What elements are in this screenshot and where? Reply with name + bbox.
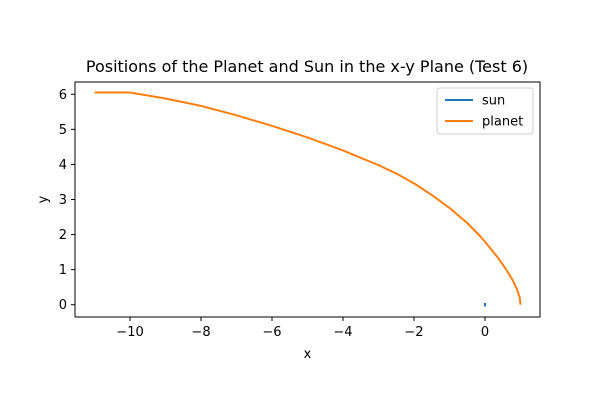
series-line-planet [94, 91, 522, 305]
x-tick-label: −2 [404, 325, 423, 340]
y-tick-label: 6 [59, 88, 67, 103]
y-axis: 0 1 2 3 4 5 6 [59, 88, 75, 313]
y-tick-label: 0 [59, 298, 67, 313]
y-tick-label: 1 [59, 263, 67, 278]
legend: sun planet [436, 87, 534, 135]
legend-label-planet: planet [482, 115, 523, 130]
x-tick-label: 0 [481, 325, 489, 340]
x-axis: −10 −8 −6 −4 −2 0 [116, 317, 489, 340]
y-axis-label: y [36, 195, 51, 203]
x-tick-label: −6 [262, 325, 281, 340]
y-tick-label: 3 [59, 193, 67, 208]
y-tick-label: 4 [59, 158, 67, 173]
y-tick-label: 5 [59, 123, 67, 138]
chart-title: Positions of the Planet and Sun in the x… [86, 57, 528, 76]
x-tick-label: −4 [333, 325, 352, 340]
legend-label-sun: sun [482, 94, 505, 109]
x-axis-label: x [304, 347, 312, 362]
x-tick-label: −10 [116, 325, 143, 340]
x-tick-label: −8 [191, 325, 210, 340]
y-tick-label: 2 [59, 228, 67, 243]
plot-area [94, 91, 522, 307]
